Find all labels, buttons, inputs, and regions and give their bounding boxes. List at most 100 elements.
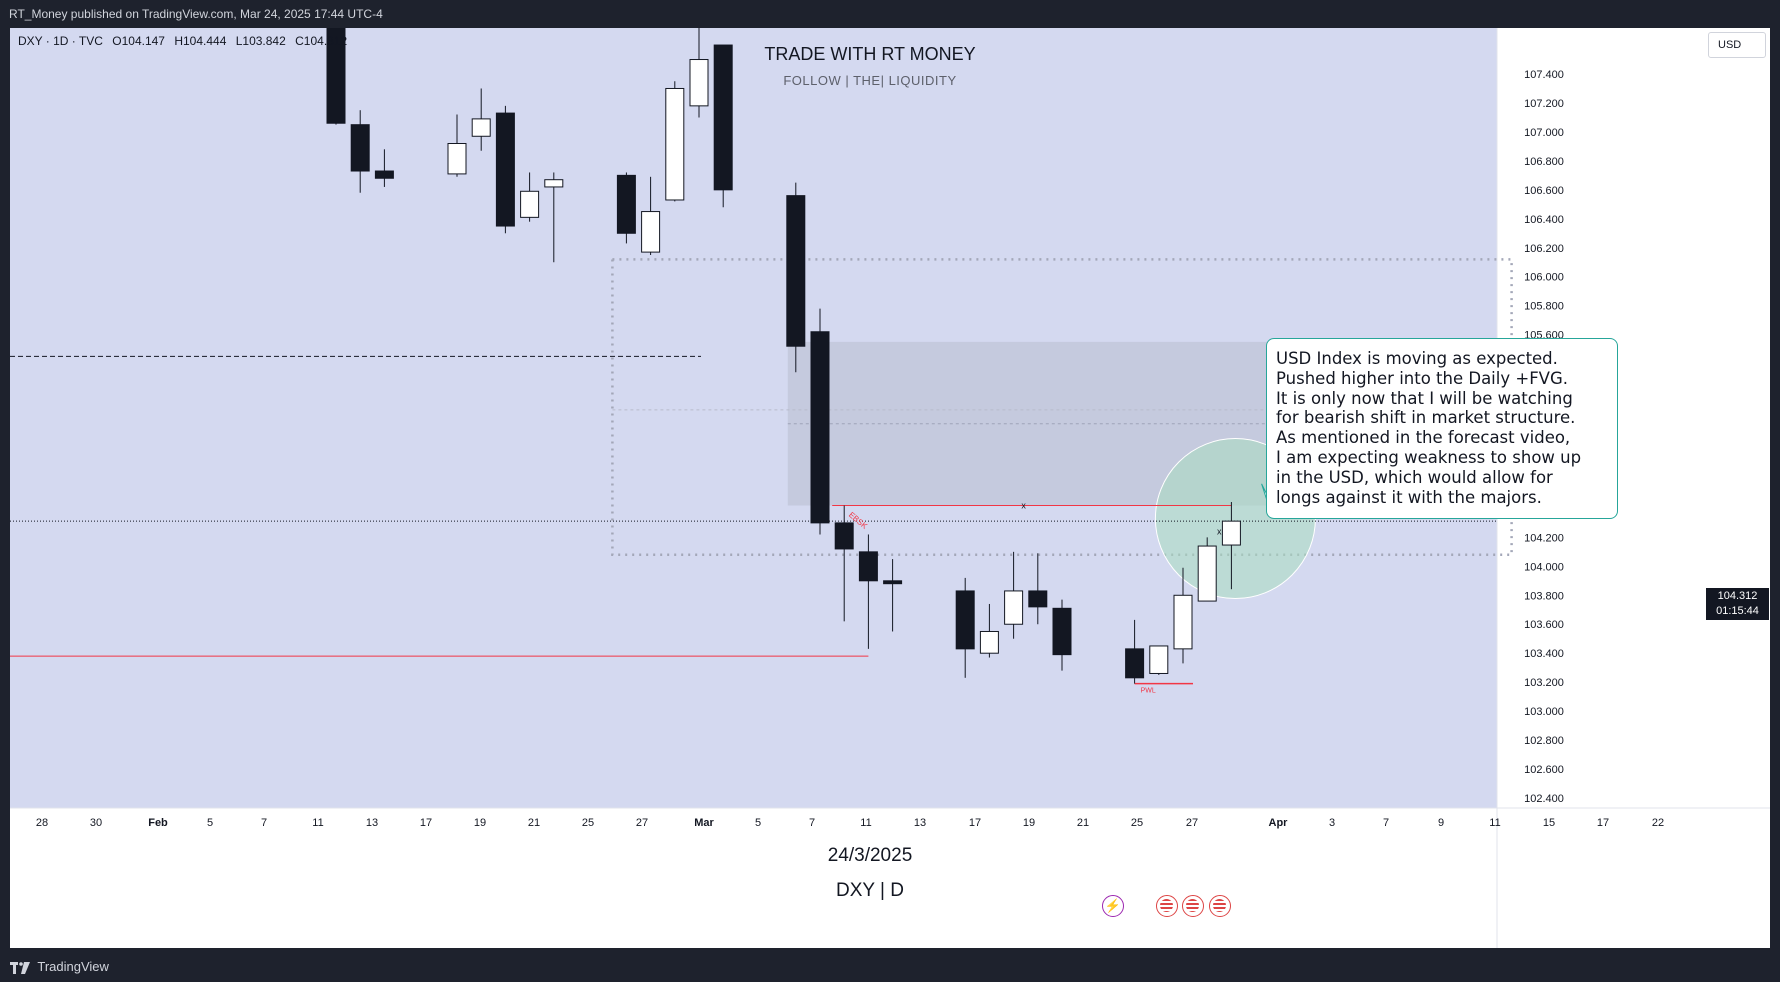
countdown-value: 01:15:44 <box>1716 605 1759 617</box>
y-tick-label: 103.600 <box>1524 619 1564 631</box>
bull-candle <box>979 630 999 654</box>
x-tick-label: Apr <box>1269 817 1289 829</box>
x-tick-label: Feb <box>148 817 168 829</box>
bull-candle <box>689 59 709 107</box>
y-tick-label: 104.200 <box>1524 532 1564 544</box>
tradingview-logo-icon <box>10 961 30 974</box>
bull-candle <box>1197 545 1217 602</box>
callout-line: As mentioned in the forecast video, <box>1276 428 1571 448</box>
bull-candle <box>1149 645 1169 674</box>
bear-candle <box>350 124 370 172</box>
y-tick-label: 107.200 <box>1524 98 1564 110</box>
bear-candle <box>1125 648 1145 679</box>
x-tick-label: 30 <box>90 817 102 829</box>
y-tick-label: 107.400 <box>1524 69 1564 81</box>
x-tick-label: 27 <box>1186 817 1198 829</box>
bear-candle <box>374 170 394 179</box>
callout-line: for bearish shift in market structure. <box>1276 408 1576 428</box>
x-tick-label: 15 <box>1543 817 1555 829</box>
bear-candle <box>834 522 854 550</box>
x-tick-label: 11 <box>860 817 871 829</box>
us-flag-event-icon[interactable] <box>1209 895 1231 917</box>
y-tick-label: 103.800 <box>1524 590 1564 602</box>
date-stamp: 24/3/2025 <box>827 845 913 866</box>
bear-candle <box>810 331 830 524</box>
x-tick-label: 13 <box>366 817 378 829</box>
x-tick-label: 3 <box>1329 817 1335 829</box>
bear-candle <box>1052 607 1072 656</box>
y-tick-label: 106.800 <box>1524 156 1564 168</box>
symbol-stamp: DXY | D <box>836 880 904 901</box>
x-tick-label: 7 <box>1383 817 1389 829</box>
x-tick-label: 19 <box>1023 817 1035 829</box>
footer-bar: TradingView <box>0 952 1780 982</box>
symbol-label: DXY · 1D · TVC <box>18 34 103 48</box>
y-tick-label: 106.600 <box>1524 185 1564 197</box>
callout-line: in the USD, which would allow for <box>1276 467 1553 487</box>
callout-line: USD Index is moving as expected. <box>1276 349 1558 368</box>
bear-candle <box>858 551 878 582</box>
y-tick-label: 107.000 <box>1524 127 1564 139</box>
banner-subtitle: FOLLOW | THE| LIQUIDITY <box>783 73 957 88</box>
x-tick-label: 25 <box>1131 817 1143 829</box>
x-tick-label: 17 <box>969 817 981 829</box>
bear-candle <box>883 580 903 585</box>
x-tick-label: 11 <box>1489 817 1500 829</box>
publish-bar: RT_Money published on TradingView.com, M… <box>0 0 1780 28</box>
x-tick-label: 5 <box>207 817 213 829</box>
chart-area[interactable]: DPWLEBSKxx107.400107.200107.000106.80010… <box>10 28 1770 948</box>
callout-line: Pushed higher into the Daily +FVG. <box>1276 368 1568 388</box>
callout-line: I am expecting weakness to show up <box>1276 447 1582 467</box>
x-tick-label: 11 <box>312 817 323 829</box>
currency-button[interactable]: USD <box>1708 32 1766 58</box>
bear-candle <box>616 174 636 234</box>
x-tick-label: 28 <box>36 817 48 829</box>
x-tick-label: 7 <box>809 817 815 829</box>
y-tick-label: 102.400 <box>1524 793 1564 805</box>
x-tick-label: 9 <box>1438 817 1444 829</box>
x-marker: x <box>1217 526 1222 536</box>
publish-label: RT_Money published on TradingView.com, M… <box>9 7 383 21</box>
callout-line: It is only now that I will be watching <box>1276 388 1573 408</box>
bear-candle <box>713 44 733 191</box>
bull-candle <box>544 179 564 188</box>
open-value: O104.147 <box>112 34 165 48</box>
y-tick-label: 106.200 <box>1524 243 1564 255</box>
banner-title: TRADE WITH RT MONEY <box>764 44 976 64</box>
bull-candle <box>665 87 685 201</box>
x-tick-label: 19 <box>474 817 486 829</box>
x-tick-label: 27 <box>636 817 648 829</box>
y-tick-label: 103.000 <box>1524 706 1564 718</box>
bull-candle <box>520 190 540 218</box>
y-tick-label: 103.400 <box>1524 648 1564 660</box>
x-tick-label: 7 <box>261 817 267 829</box>
bull-candle <box>1173 594 1193 650</box>
time-axis-panel <box>10 808 1770 948</box>
x-tick-label: 5 <box>755 817 761 829</box>
callout-line: longs against it with the majors. <box>1276 487 1542 507</box>
bull-candle <box>447 143 467 175</box>
high-value: H104.444 <box>174 34 227 48</box>
pwl-label: PWL <box>1141 688 1156 695</box>
us-flag-event-icon[interactable] <box>1156 895 1178 917</box>
last-price-tag: 104.312 01:15:44 <box>1706 588 1769 620</box>
footer-brand: TradingView <box>37 959 109 974</box>
x-tick-label: 13 <box>914 817 926 829</box>
lightning-icon[interactable]: ⚡ <box>1102 895 1124 917</box>
x-tick-label: 22 <box>1652 817 1664 829</box>
bull-candle <box>1004 590 1024 625</box>
x-tick-label: 17 <box>1597 817 1609 829</box>
y-tick-label: 106.000 <box>1524 272 1564 284</box>
dotted-range-box <box>611 258 1513 556</box>
x-tick-label: 21 <box>1077 817 1089 829</box>
bear-candle <box>326 28 346 124</box>
bear-candle <box>495 112 515 227</box>
last-price-value: 104.312 <box>1717 590 1758 602</box>
x-tick-label: Mar <box>694 817 714 829</box>
us-flag-event-icon[interactable] <box>1182 895 1204 917</box>
x-tick-label: 17 <box>420 817 432 829</box>
bear-candle <box>786 195 806 347</box>
analysis-callout[interactable]: USD Index is moving as expected. Pushed … <box>1266 338 1618 519</box>
y-tick-label: 106.400 <box>1524 214 1564 226</box>
bull-candle <box>641 211 661 253</box>
